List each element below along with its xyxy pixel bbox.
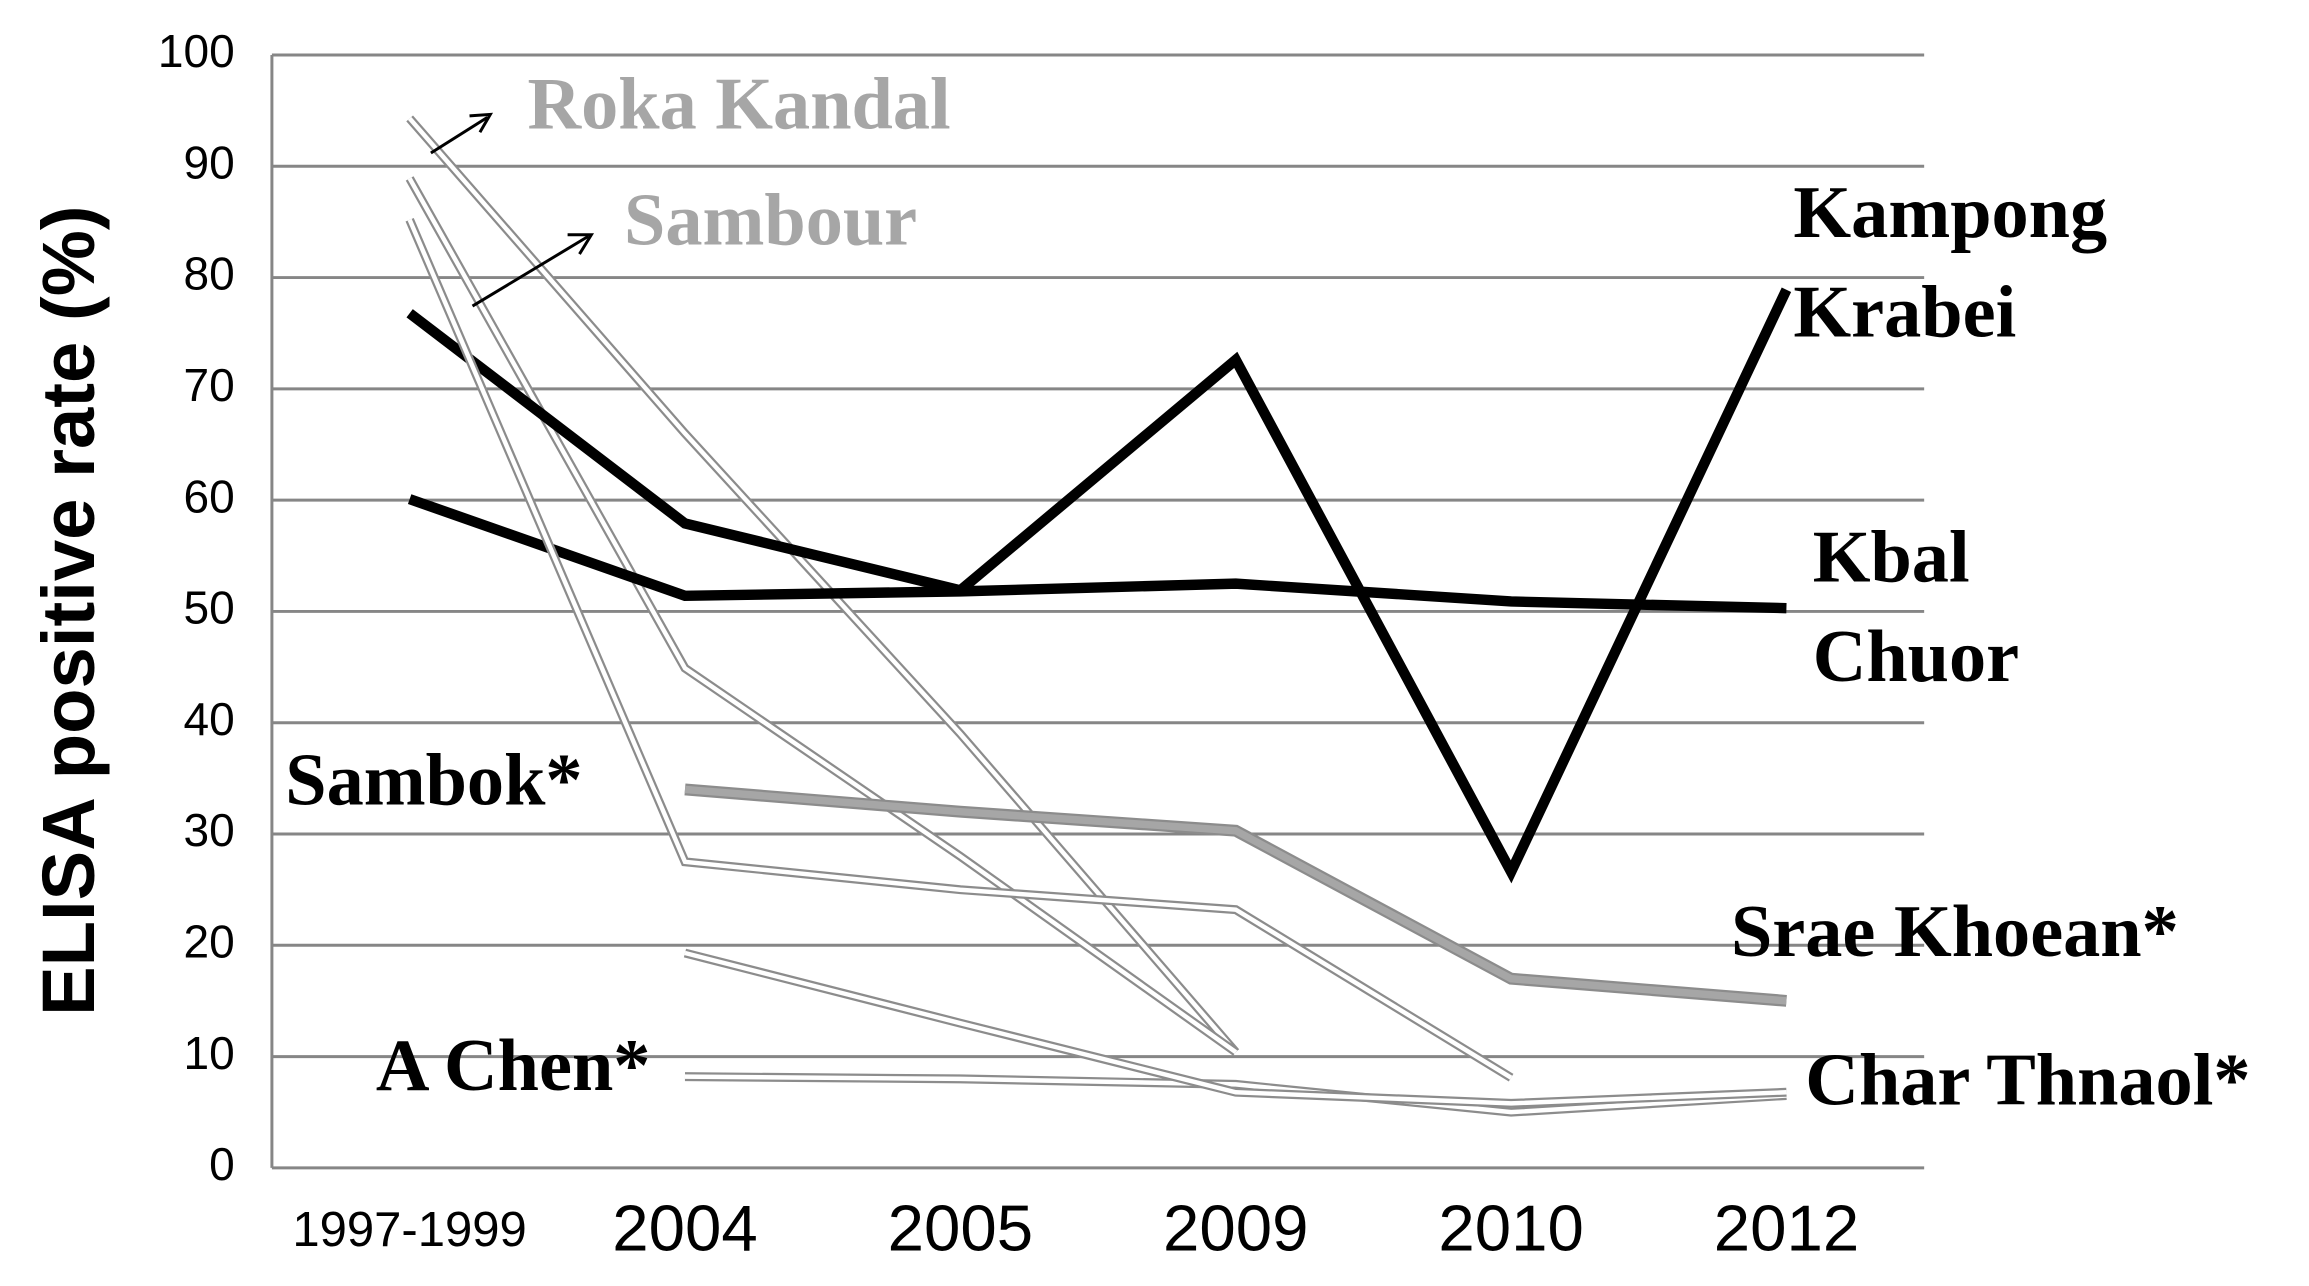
y-axis-title: ELISA positive rate (%) [27, 205, 110, 1015]
series-label: Kbal Chuor [1813, 517, 2019, 699]
series-outline [684, 783, 1787, 1007]
series-line [407, 218, 1513, 1080]
x-tick-label: 2009 [1163, 1192, 1308, 1265]
y-tick-label: 90 [184, 136, 235, 188]
series-outline [405, 176, 1239, 1056]
series-line [406, 287, 1792, 884]
series-label: Sambok* [285, 740, 582, 822]
series-label: Sambour [624, 179, 917, 261]
series-line [407, 177, 1238, 1054]
labels: Roka Kandal Sambour Kampong Krabei Kbal Chuor… [285, 63, 2250, 1121]
y-tick-label: 10 [184, 1027, 235, 1079]
series-line [407, 116, 1238, 1054]
series-label: Kampong Krabei [1793, 172, 2107, 354]
y-tick-label: 100 [158, 25, 235, 77]
series-line [684, 1074, 1787, 1115]
arrow [471, 234, 590, 308]
x-tick-label: 2004 [612, 1192, 757, 1265]
y-tick-label: 40 [184, 693, 235, 745]
y-tick-label: 20 [184, 915, 235, 967]
y-tick-label: 60 [184, 470, 235, 522]
arrow-head [469, 112, 494, 133]
y-tick-label: 50 [184, 582, 235, 634]
grid [271, 53, 1925, 1170]
series-label: Roka Kandal [527, 63, 950, 145]
arrow [430, 116, 489, 155]
series-line [407, 494, 1787, 614]
x-tick-label: 2012 [1714, 1192, 1859, 1265]
y-tick-label: 80 [184, 248, 235, 300]
arrow-head [567, 233, 595, 255]
y-tick-label: 70 [184, 359, 235, 411]
lines [405, 115, 1792, 1117]
series-line [684, 785, 1787, 1005]
series-outline [405, 218, 1514, 1082]
x-tick-label: 1997-1999 [292, 1203, 526, 1257]
y-tick-label: 0 [209, 1138, 235, 1190]
series-label: Srae Khoean* [1731, 891, 2179, 973]
series-label: Char Thnaol* [1805, 1040, 2250, 1122]
x-tick-label: 2005 [888, 1192, 1033, 1265]
series-label: A Chen* [376, 1025, 651, 1107]
x-tick-label: 2010 [1438, 1192, 1583, 1265]
series-line [684, 950, 1787, 1106]
y-tick-label: 30 [184, 804, 235, 856]
